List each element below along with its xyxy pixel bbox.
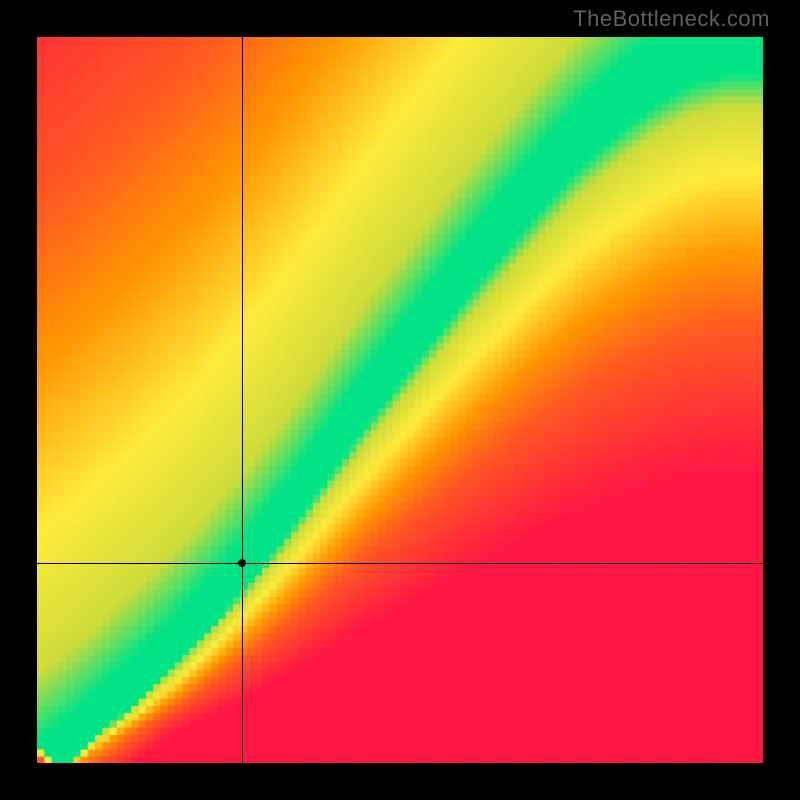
bottleneck-heatmap bbox=[37, 37, 763, 763]
chart-container: TheBottleneck.com bbox=[0, 0, 800, 800]
watermark-text: TheBottleneck.com bbox=[573, 6, 770, 32]
plot-area bbox=[37, 37, 763, 763]
